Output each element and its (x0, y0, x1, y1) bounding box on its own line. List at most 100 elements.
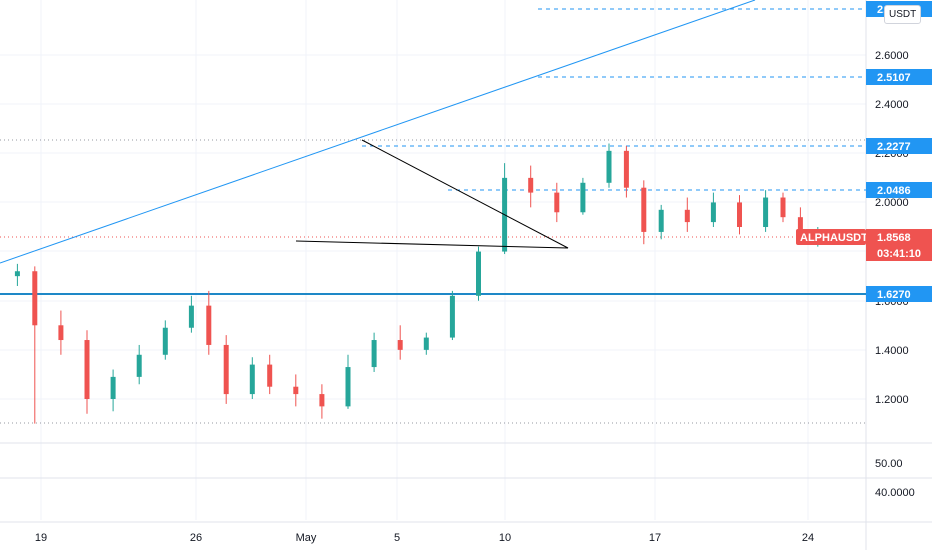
candle (345, 354, 351, 409)
candle (606, 143, 612, 188)
candle (32, 266, 38, 424)
countdown-label: 03:41:10 (877, 248, 921, 260)
candle (223, 335, 229, 404)
symbol-tag: ALPHAUSDT (796, 229, 868, 245)
candle (249, 357, 255, 399)
price-tick-label: 1.4000 (875, 345, 909, 357)
candle (162, 320, 168, 360)
candle-body (162, 327, 168, 355)
candle-body (84, 340, 90, 399)
candle (528, 165, 534, 208)
candle (580, 177, 586, 215)
candle (319, 384, 325, 419)
candle (763, 190, 769, 232)
level-tag-bg (866, 69, 932, 85)
candle (136, 344, 142, 385)
level-tag-label: 2.0486 (877, 185, 911, 197)
time-tick-label: 17 (649, 532, 661, 544)
candle (397, 325, 403, 360)
drawings (0, 0, 756, 264)
candle-body (658, 209, 664, 232)
candle-body (110, 376, 116, 399)
candle-body (737, 202, 742, 228)
candle-body (580, 182, 586, 213)
candle (737, 195, 742, 235)
price-tick-label: 2.4000 (875, 99, 909, 111)
candle-body (449, 295, 455, 338)
candle-body (188, 305, 194, 328)
candles (14, 143, 838, 424)
candle-body (293, 386, 299, 395)
currency-badge[interactable]: USDT (884, 5, 922, 24)
candle-body (136, 354, 142, 377)
candle (476, 246, 481, 301)
volume-tick-label: 50.00 (875, 458, 903, 470)
candle-body (206, 305, 212, 345)
candle-body (267, 364, 273, 387)
descending-triangle (295, 139, 569, 249)
candle (58, 310, 64, 355)
candle (14, 263, 20, 286)
candle (84, 330, 90, 414)
level-price-tag: 2.2277 (866, 138, 932, 154)
candle-body (763, 197, 769, 228)
level-tag-label: 2.5107 (877, 72, 911, 84)
level-tag-label: 2.2277 (877, 141, 911, 153)
level-price-tag: 1.6270 (866, 286, 932, 302)
candle (780, 192, 786, 223)
time-tick-label: May (296, 532, 317, 544)
candle-body (476, 251, 481, 296)
candle-body (397, 340, 403, 350)
candle (658, 204, 664, 240)
candle-body (641, 187, 647, 232)
time-tick-label: 26 (190, 532, 202, 544)
candle-body (710, 202, 716, 223)
candle-body (528, 177, 534, 193)
time-tick-label: 5 (394, 532, 400, 544)
candle-body (58, 325, 64, 341)
candle (554, 182, 560, 223)
time-tick-label: 24 (802, 532, 814, 544)
candle (641, 180, 647, 245)
price-tick-label: 2.6000 (875, 50, 909, 62)
symbol-tag-bg (796, 229, 866, 245)
candle (710, 192, 716, 228)
symbol-label: ALPHAUSDT (800, 232, 868, 244)
time-tick-label: 10 (499, 532, 511, 544)
candle (623, 145, 629, 198)
candle (110, 369, 116, 412)
last-price-tag: 1.8568 03:41:10 (866, 229, 932, 261)
candle-body (249, 364, 255, 395)
level-price-tag: 2.5107 (866, 69, 932, 85)
candle (267, 354, 273, 395)
candle-body (223, 344, 229, 395)
ascending-trendline (0, 0, 756, 264)
candle-body (623, 150, 629, 188)
candle-body (780, 197, 786, 218)
candle (423, 332, 429, 355)
level-tag-bg (866, 182, 932, 198)
candle-body (554, 192, 560, 213)
candle (371, 332, 377, 372)
candle (684, 197, 690, 232)
candle (293, 374, 299, 407)
candle (188, 295, 194, 333)
level-price-tag: 2.0486 (866, 182, 932, 198)
price-tick-label: 1.2000 (875, 394, 909, 406)
volume-tick-label: 40.0000 (875, 487, 915, 499)
candle-body (14, 271, 20, 277)
candle-body (32, 271, 38, 326)
candle (449, 290, 455, 341)
level-tag-bg (866, 138, 932, 154)
candle-body (345, 367, 351, 407)
level-tag-bg (866, 286, 932, 302)
level-lines (0, 8, 866, 424)
level-tag-label: 1.6270 (877, 289, 911, 301)
last-price-label: 1.8568 (877, 232, 911, 244)
candle-body (423, 337, 429, 350)
time-axis[interactable]: 19 26 May 5 10 17 24 (35, 532, 814, 544)
